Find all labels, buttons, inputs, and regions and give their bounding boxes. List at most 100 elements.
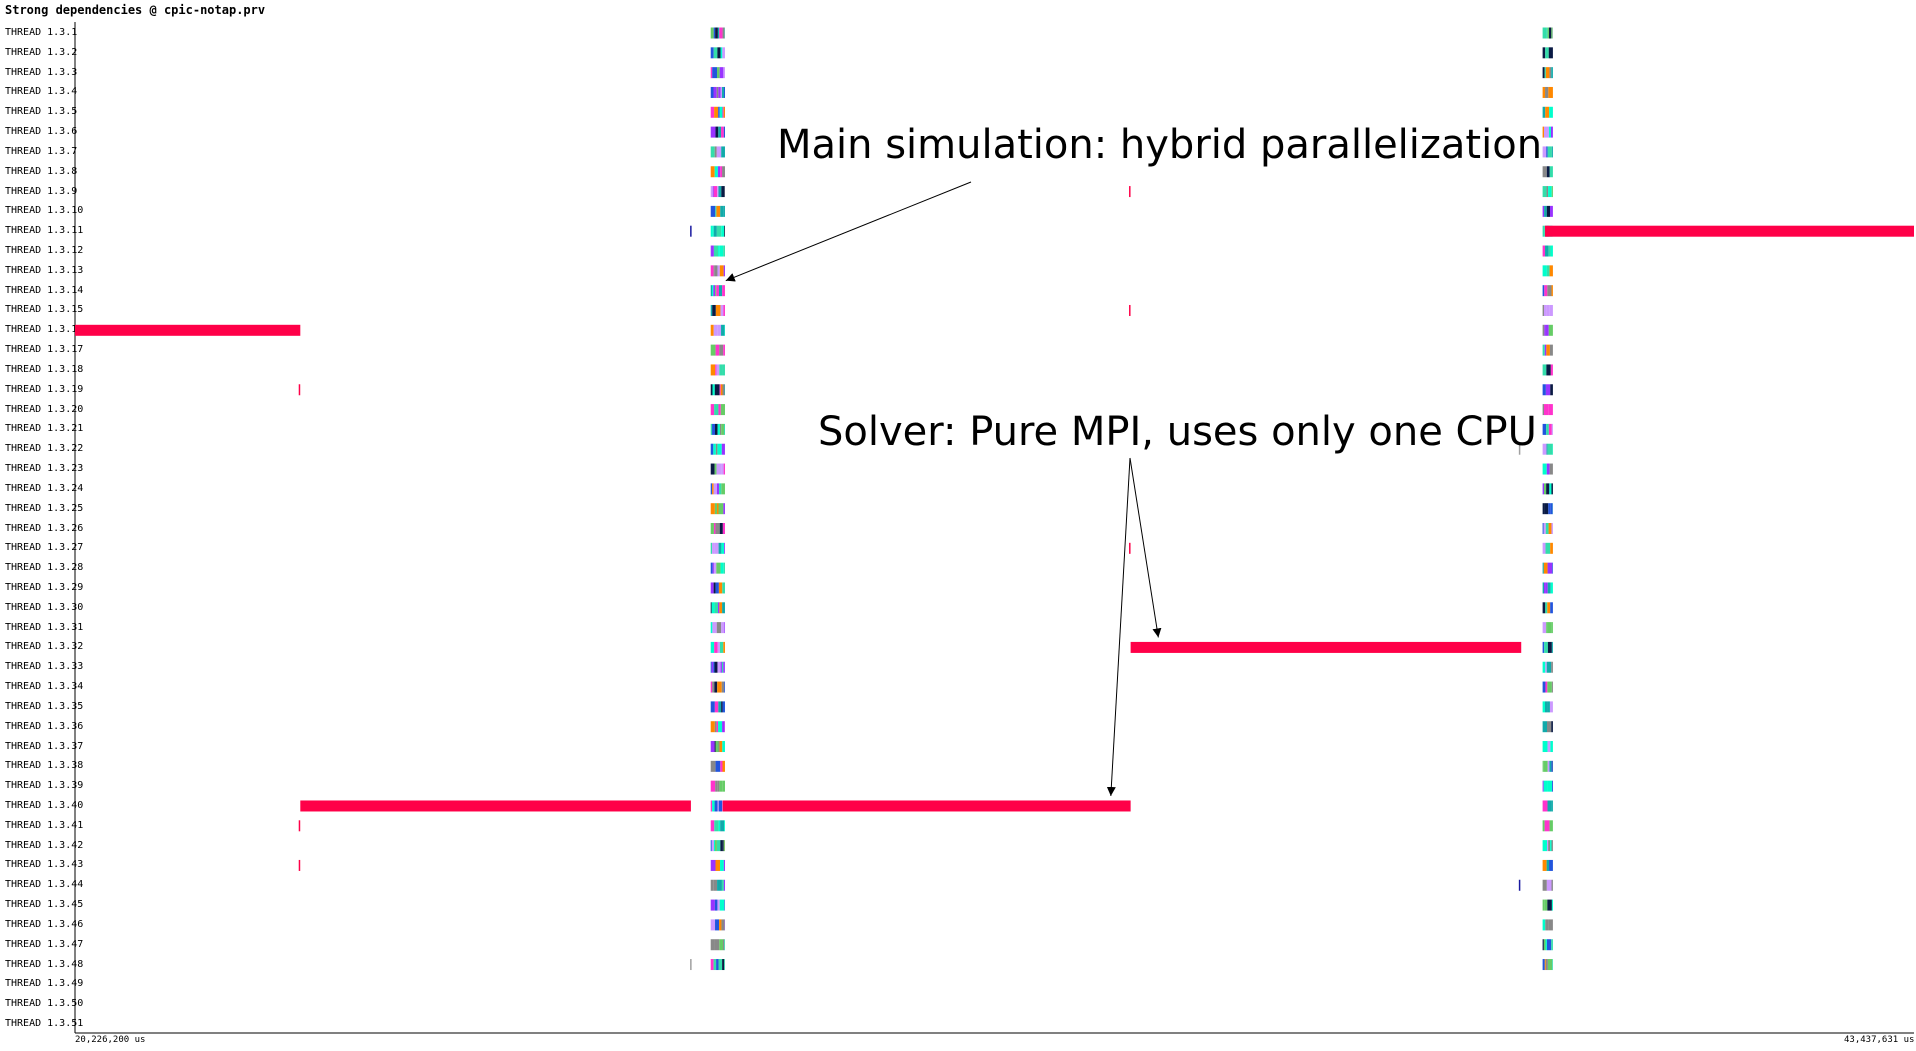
activity-stripe bbox=[710, 840, 712, 852]
activity-stripe bbox=[710, 324, 714, 336]
activity-stripe bbox=[720, 384, 723, 396]
activity-stripe bbox=[719, 483, 722, 495]
thread-label: THREAD 1.3.42 bbox=[5, 839, 84, 851]
activity-stripe bbox=[716, 721, 719, 733]
activity-stripe bbox=[715, 443, 718, 455]
activity-stripe bbox=[723, 344, 725, 356]
thread-label: THREAD 1.3.40 bbox=[5, 799, 84, 811]
activity-stripe bbox=[712, 304, 716, 316]
activity-stripe bbox=[1547, 443, 1553, 455]
activity-stripe bbox=[1547, 681, 1552, 693]
activity-stripe bbox=[1543, 939, 1546, 951]
thread-label: THREAD 1.3.6 bbox=[5, 126, 78, 138]
activity-stripe bbox=[1551, 146, 1553, 158]
activity-stripe bbox=[716, 840, 721, 852]
activity-stripe bbox=[1546, 859, 1550, 871]
activity-stripe bbox=[710, 721, 715, 733]
thread-label: THREAD 1.3.43 bbox=[5, 859, 84, 871]
thread-label: THREAD 1.3.7 bbox=[5, 145, 78, 157]
activity-stripe bbox=[710, 384, 713, 396]
activity-stripe bbox=[1542, 27, 1547, 39]
window-title: Strong dependencies @ cpic-notap.prv bbox=[5, 3, 266, 17]
activity-stripe bbox=[1542, 106, 1546, 118]
activity-stripe bbox=[1548, 919, 1553, 931]
activity-stripe bbox=[712, 285, 714, 297]
activity-stripe bbox=[1546, 661, 1552, 673]
activity-stripe bbox=[713, 661, 715, 673]
activity-stripe bbox=[715, 523, 720, 534]
activity-stripe bbox=[724, 225, 725, 237]
activity-stripe bbox=[720, 661, 722, 673]
activity-stripe bbox=[717, 166, 721, 178]
activity-stripe bbox=[1544, 820, 1550, 832]
thread-label: THREAD 1.3.23 bbox=[5, 463, 84, 475]
activity-stripe bbox=[717, 780, 720, 792]
activity-stripe bbox=[1550, 364, 1553, 376]
activity-stripe bbox=[1548, 523, 1552, 534]
activity-stripe bbox=[718, 542, 722, 554]
thread-label: THREAD 1.3.2 bbox=[5, 46, 78, 58]
thread-label: THREAD 1.3.21 bbox=[5, 423, 84, 435]
activity-stripe bbox=[710, 800, 713, 812]
activity-stripe bbox=[1551, 840, 1553, 852]
activity-stripe bbox=[1542, 146, 1547, 158]
activity-stripe bbox=[1544, 67, 1546, 79]
activity-stripe bbox=[1545, 919, 1549, 931]
thread-label: THREAD 1.3.37 bbox=[5, 740, 84, 752]
thread-label: THREAD 1.3.51 bbox=[5, 1018, 84, 1029]
activity-stripe bbox=[1550, 582, 1553, 594]
activity-stripe bbox=[1551, 661, 1553, 673]
activity-stripe bbox=[718, 404, 721, 416]
activity-stripe bbox=[715, 859, 721, 871]
thread-label: THREAD 1.3.34 bbox=[5, 681, 84, 693]
activity-stripe bbox=[1544, 344, 1547, 356]
activity-stripe bbox=[721, 681, 725, 693]
activity-stripe bbox=[724, 384, 725, 396]
activity-stripe bbox=[1542, 939, 1544, 951]
activity-stripe bbox=[1546, 364, 1551, 376]
activity-stripe bbox=[715, 27, 718, 39]
event-marker bbox=[298, 859, 301, 871]
activity-stripe bbox=[721, 661, 724, 673]
activity-stripe bbox=[1551, 523, 1553, 534]
activity-stripe bbox=[710, 285, 713, 297]
activity-stripe bbox=[1551, 879, 1553, 891]
activity-stripe bbox=[719, 384, 721, 396]
activity-stripe bbox=[1542, 542, 1546, 554]
activity-stripe bbox=[1546, 186, 1549, 198]
activity-stripe bbox=[716, 146, 722, 158]
activity-stripe bbox=[717, 47, 721, 59]
event-marker bbox=[298, 820, 301, 832]
activity-stripe bbox=[1542, 265, 1547, 277]
activity-stripe bbox=[1545, 542, 1551, 554]
x-axis-end-label: 43,437,631 us bbox=[1844, 1035, 1915, 1045]
activity-stripe bbox=[710, 463, 715, 475]
activity-stripe bbox=[714, 681, 718, 693]
activity-stripe bbox=[1552, 959, 1553, 971]
activity-stripe bbox=[1547, 760, 1550, 772]
activity-stripe bbox=[1542, 562, 1544, 574]
activity-stripe bbox=[715, 205, 717, 217]
activity-stripe bbox=[719, 344, 724, 356]
burst-bar bbox=[1130, 641, 1522, 653]
activity-stripe bbox=[718, 126, 722, 138]
activity-stripe bbox=[724, 939, 725, 951]
thread-label: THREAD 1.3.24 bbox=[5, 482, 84, 494]
activity-stripe bbox=[720, 86, 723, 98]
activity-stripe bbox=[718, 503, 724, 515]
activity-stripe bbox=[717, 443, 722, 455]
activity-stripe bbox=[1551, 186, 1553, 198]
activity-stripe bbox=[718, 602, 720, 614]
activity-stripe bbox=[710, 582, 714, 594]
activity-stripe bbox=[1542, 701, 1545, 713]
thread-label: THREAD 1.3.30 bbox=[5, 601, 84, 613]
activity-stripe bbox=[722, 27, 725, 39]
event-marker bbox=[298, 384, 301, 396]
thread-label: THREAD 1.3.8 bbox=[5, 165, 78, 177]
activity-stripe bbox=[713, 523, 716, 534]
activity-stripe bbox=[1542, 443, 1547, 455]
activity-stripe bbox=[1546, 304, 1550, 316]
activity-stripe bbox=[713, 324, 718, 336]
activity-stripe bbox=[1542, 483, 1544, 495]
